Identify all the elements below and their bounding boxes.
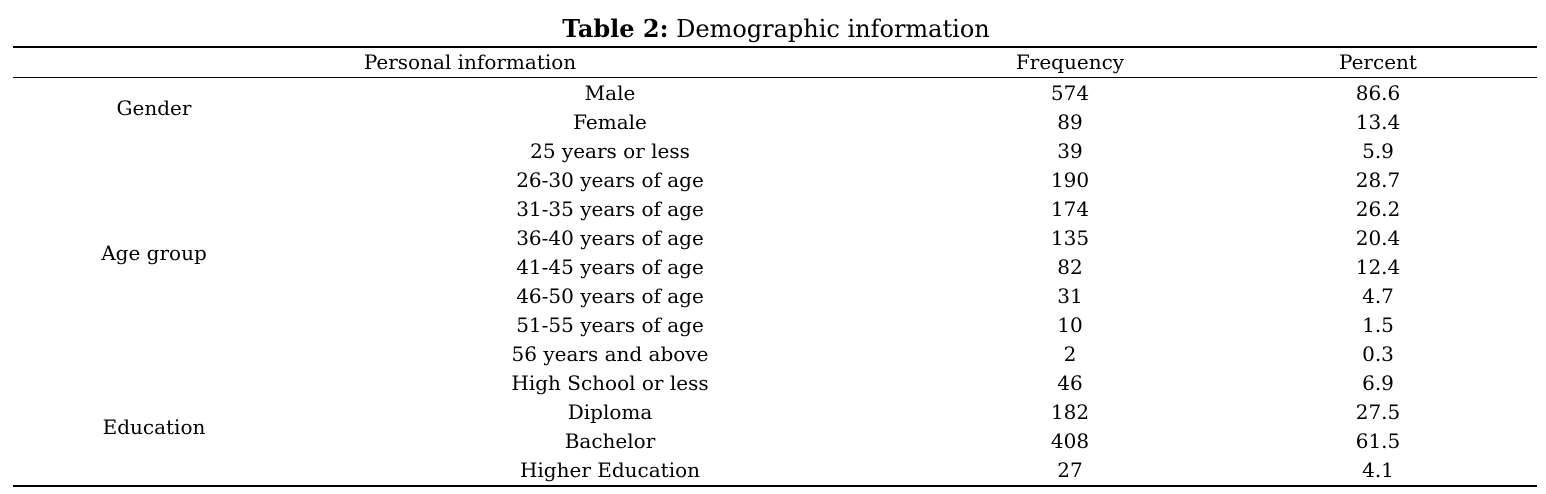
row-frequency-value: 39 — [1057, 139, 1083, 163]
row-item-label: Male — [584, 81, 636, 105]
row-frequency-value: 135 — [1050, 226, 1090, 250]
row-item-label: 51-55 years of age — [516, 313, 704, 337]
row-percent-value: 6.9 — [1362, 371, 1394, 395]
row-item-label: Higher Education — [519, 458, 701, 482]
row-percent-value: 26.2 — [1355, 197, 1401, 221]
header-frequency: Frequency — [1015, 50, 1125, 74]
row-item-label: 36-40 years of age — [516, 226, 704, 250]
row-percent-value: 12.4 — [1355, 255, 1401, 279]
row-frequency-value: 408 — [1050, 429, 1090, 453]
row-percent-value: 28.7 — [1355, 168, 1401, 192]
row-percent-value: 4.7 — [1362, 284, 1394, 308]
row-item-label: 26-30 years of age — [516, 168, 704, 192]
row-percent-value: 20.4 — [1355, 226, 1401, 250]
row-frequency-value: 10 — [1057, 313, 1083, 337]
row-percent-value: 4.1 — [1362, 458, 1394, 482]
table-bottom-rule — [13, 485, 1537, 487]
table-top-rule — [13, 46, 1537, 48]
row-item-label: 46-50 years of age — [516, 284, 704, 308]
row-percent-value: 61.5 — [1355, 429, 1401, 453]
row-item-label: 25 years or less — [530, 139, 690, 163]
table-caption: Table 2: Demographic information — [0, 14, 1546, 44]
row-frequency-value: 89 — [1057, 110, 1083, 134]
row-percent-value: 1.5 — [1362, 313, 1394, 337]
row-percent-value: 86.6 — [1355, 81, 1401, 105]
group-label: Gender — [116, 95, 192, 120]
header-personal-information: Personal information — [363, 50, 577, 74]
table-caption-label: Table 2: — [562, 14, 669, 43]
row-frequency-value: 27 — [1057, 458, 1083, 482]
row-percent-value: 0.3 — [1362, 342, 1394, 366]
row-percent-value: 27.5 — [1355, 400, 1401, 424]
table-header-rule — [13, 77, 1537, 78]
group-label: Age group — [101, 240, 207, 265]
table-caption-title: Demographic information — [676, 15, 990, 43]
row-frequency-value: 574 — [1050, 81, 1090, 105]
group-label: Education — [102, 414, 206, 439]
row-frequency-value: 190 — [1050, 168, 1090, 192]
row-frequency-value: 46 — [1057, 371, 1083, 395]
row-item-label: Diploma — [567, 400, 653, 424]
row-item-label: Bachelor — [564, 429, 656, 453]
row-item-label: 56 years and above — [511, 342, 709, 366]
row-item-label: High School or less — [511, 371, 709, 395]
row-frequency-value: 174 — [1050, 197, 1090, 221]
row-item-label: Female — [573, 110, 647, 134]
row-frequency-value: 82 — [1057, 255, 1083, 279]
row-frequency-value: 182 — [1050, 400, 1090, 424]
row-frequency-value: 2 — [1063, 342, 1077, 366]
row-percent-value: 13.4 — [1355, 110, 1401, 134]
row-frequency-value: 31 — [1057, 284, 1083, 308]
row-item-label: 41-45 years of age — [516, 255, 704, 279]
row-item-label: 31-35 years of age — [516, 197, 704, 221]
row-percent-value: 5.9 — [1362, 139, 1394, 163]
header-percent: Percent — [1339, 50, 1417, 74]
